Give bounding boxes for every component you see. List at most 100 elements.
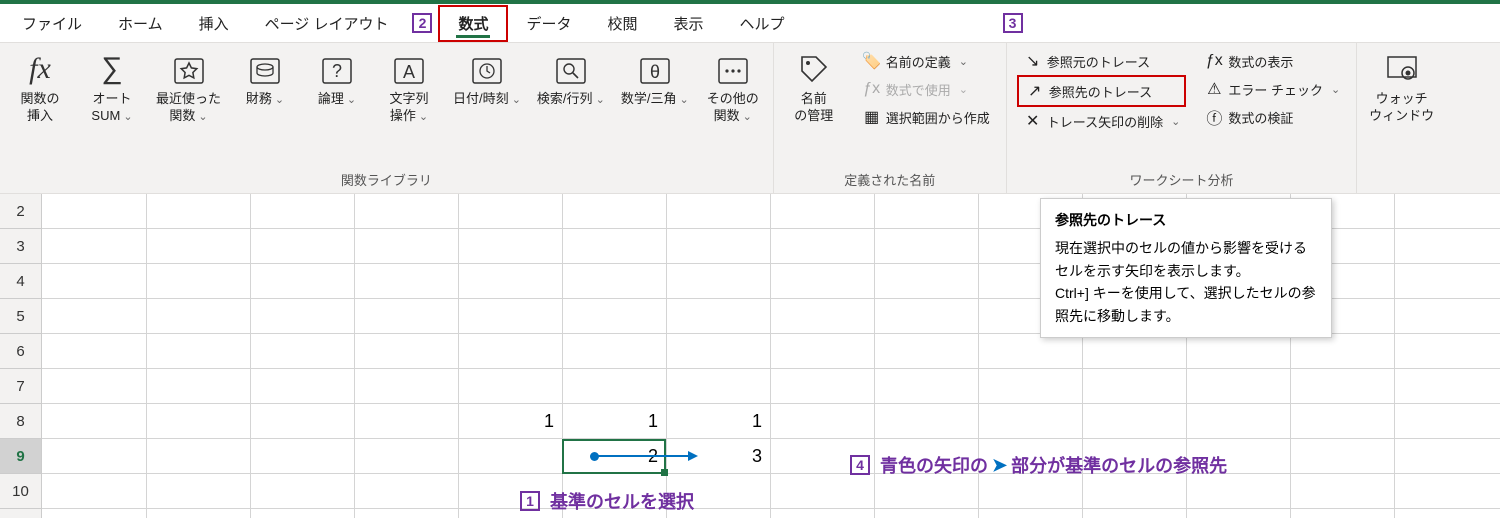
insert-function-label: 関数の 挿入 bbox=[20, 91, 59, 125]
use-in-formula-label: 数式で使用 bbox=[886, 80, 951, 99]
row-headers[interactable]: 2 3 4 5 6 7 8 9 10 bbox=[0, 194, 42, 518]
show-formulas-label: 数式の表示 bbox=[1228, 52, 1293, 71]
svg-text:θ: θ bbox=[650, 62, 660, 82]
group-label-library: 関数ライブラリ bbox=[341, 167, 432, 191]
tab-data[interactable]: データ bbox=[508, 7, 589, 40]
text-icon: A bbox=[389, 49, 429, 89]
star-icon bbox=[169, 49, 209, 89]
row-header-4[interactable]: 4 bbox=[0, 264, 41, 299]
error-check-label: エラー チェック bbox=[1228, 80, 1323, 99]
group-label-watch bbox=[1400, 171, 1404, 191]
annotation-1: 1 基準のセルを選択 bbox=[514, 488, 694, 514]
create-from-selection-button[interactable]: ▦選択範囲から作成 bbox=[856, 103, 996, 131]
group-label-names: 定義された名前 bbox=[844, 167, 935, 191]
name-manager-label: 名前 の管理 bbox=[794, 91, 833, 125]
datetime-label: 日付/時刻 bbox=[453, 91, 521, 108]
ribbon-tabs: ファイル ホーム 挿入 ページ レイアウト 2 数式 データ 校閲 表示 ヘルプ… bbox=[0, 4, 1500, 42]
lookup-label: 検索/行列 bbox=[537, 91, 605, 108]
insert-function-button[interactable]: fx 関数の 挿入 bbox=[10, 47, 70, 127]
use-in-formula-button: ƒx数式で使用⌄ bbox=[856, 75, 996, 103]
cell-G8[interactable]: 1 bbox=[666, 404, 770, 439]
autosum-label: オート SUM bbox=[91, 91, 132, 125]
logical-label: 論理 bbox=[318, 91, 356, 108]
more-functions-button[interactable]: その他の 関数 bbox=[703, 47, 763, 127]
row-header-3[interactable]: 3 bbox=[0, 229, 41, 264]
row-border bbox=[42, 404, 1500, 439]
lookup-button[interactable]: 検索/行列 bbox=[535, 47, 607, 110]
more-icon bbox=[713, 49, 753, 89]
more-label: その他の 関数 bbox=[707, 91, 759, 125]
trace-dependents-icon: ↗ bbox=[1025, 81, 1045, 101]
tab-help[interactable]: ヘルプ bbox=[722, 7, 803, 40]
trace-precedents-button[interactable]: ↘参照元のトレース bbox=[1017, 47, 1187, 75]
annotation-1-text: 基準のセルを選択 bbox=[550, 488, 694, 514]
annotation-4: 4 青色の矢印の ➤ 部分が基準のセルの参照先 bbox=[844, 452, 1227, 478]
remove-arrows-button[interactable]: ✕トレース矢印の削除⌄ bbox=[1017, 107, 1187, 135]
sigma-icon: ∑ bbox=[92, 49, 132, 89]
trace-precedents-label: 参照元のトレース bbox=[1047, 52, 1150, 71]
math-icon: θ bbox=[635, 49, 675, 89]
trace-arrowhead bbox=[688, 451, 698, 461]
group-function-library: fx 関数の 挿入 ∑ オート SUM 最近使った 関数 財務 bbox=[0, 43, 774, 193]
evaluate-formula-button[interactable]: ⓕ数式の検証 bbox=[1198, 103, 1346, 131]
group-defined-names: 名前 の管理 🏷️名前の定義⌄ ƒx数式で使用⌄ ▦選択範囲から作成 定義された… bbox=[774, 43, 1007, 193]
highlight-formulas-tab: 数式 bbox=[438, 5, 508, 42]
clock-icon bbox=[467, 49, 507, 89]
watch-icon bbox=[1382, 49, 1422, 89]
tab-formulas[interactable]: 数式 bbox=[440, 7, 506, 40]
fx-icon: fx bbox=[20, 49, 60, 89]
text-button[interactable]: A 文字列 操作 bbox=[379, 47, 439, 127]
financial-button[interactable]: 財務 bbox=[235, 47, 295, 110]
use-in-formula-icon: ƒx bbox=[862, 79, 882, 99]
recent-label: 最近使った 関数 bbox=[156, 91, 221, 125]
trace-dependents-button[interactable]: ↗参照先のトレース bbox=[1017, 75, 1187, 107]
group-label-audit: ワークシート分析 bbox=[1129, 167, 1233, 191]
group-formula-auditing: ↘参照元のトレース ↗参照先のトレース ✕トレース矢印の削除⌄ ƒx数式の表示 … bbox=[1007, 43, 1357, 193]
tab-file[interactable]: ファイル bbox=[4, 7, 100, 40]
show-formulas-button[interactable]: ƒx数式の表示 bbox=[1198, 47, 1346, 75]
define-name-label: 名前の定義 bbox=[886, 52, 951, 71]
tab-insert[interactable]: 挿入 bbox=[181, 7, 247, 40]
callout-1: 1 bbox=[520, 491, 540, 511]
row-header-6[interactable]: 6 bbox=[0, 334, 41, 369]
cell-E8[interactable]: 1 bbox=[458, 404, 562, 439]
tab-view[interactable]: 表示 bbox=[656, 7, 722, 40]
callout-2: 2 bbox=[412, 13, 432, 33]
remove-arrows-icon: ✕ bbox=[1023, 111, 1043, 131]
trace-dependents-label: 参照先のトレース bbox=[1049, 82, 1152, 101]
error-check-icon: ⚠ bbox=[1204, 79, 1224, 99]
tab-home[interactable]: ホーム bbox=[100, 7, 181, 40]
watch-label: ウォッチ ウィンドウ bbox=[1369, 91, 1434, 125]
tab-review[interactable]: 校閲 bbox=[590, 7, 656, 40]
math-button[interactable]: θ 数学/三角 bbox=[619, 47, 691, 110]
text-label: 文字列 操作 bbox=[390, 91, 429, 125]
error-check-button[interactable]: ⚠エラー チェック⌄ bbox=[1198, 75, 1346, 103]
remove-arrows-label: トレース矢印の削除 bbox=[1047, 112, 1163, 131]
callout-3: 3 bbox=[1003, 13, 1023, 33]
autosum-button[interactable]: ∑ オート SUM bbox=[82, 47, 142, 127]
math-label: 数学/三角 bbox=[621, 91, 689, 108]
define-name-icon: 🏷️ bbox=[862, 51, 882, 71]
svg-text:?: ? bbox=[332, 61, 342, 81]
row-border bbox=[42, 334, 1500, 369]
row-header-2[interactable]: 2 bbox=[0, 194, 41, 229]
row-header-10[interactable]: 10 bbox=[0, 474, 41, 509]
datetime-button[interactable]: 日付/時刻 bbox=[451, 47, 523, 110]
cell-F8[interactable]: 1 bbox=[562, 404, 666, 439]
tab-pagelayout[interactable]: ページ レイアウト bbox=[247, 7, 407, 40]
trace-precedents-icon: ↘ bbox=[1023, 51, 1043, 71]
row-header-7[interactable]: 7 bbox=[0, 369, 41, 404]
row-header-9[interactable]: 9 bbox=[0, 439, 41, 474]
evaluate-icon: ⓕ bbox=[1204, 107, 1224, 127]
lookup-icon bbox=[551, 49, 591, 89]
name-manager-button[interactable]: 名前 の管理 bbox=[784, 47, 844, 127]
tooltip-body: 現在選択中のセルの値から影響を受けるセルを示す矢印を表示します。 Ctrl+] … bbox=[1055, 237, 1317, 327]
watch-window-button[interactable]: ウォッチ ウィンドウ bbox=[1367, 47, 1436, 127]
tooltip-trace-dependents: 参照先のトレース 現在選択中のセルの値から影響を受けるセルを示す矢印を表示します… bbox=[1040, 198, 1332, 338]
row-header-8[interactable]: 8 bbox=[0, 404, 41, 439]
row-header-5[interactable]: 5 bbox=[0, 299, 41, 334]
recent-functions-button[interactable]: 最近使った 関数 bbox=[154, 47, 223, 127]
define-name-button[interactable]: 🏷️名前の定義⌄ bbox=[856, 47, 996, 75]
logical-button[interactable]: ? 論理 bbox=[307, 47, 367, 110]
evaluate-label: 数式の検証 bbox=[1228, 108, 1293, 127]
